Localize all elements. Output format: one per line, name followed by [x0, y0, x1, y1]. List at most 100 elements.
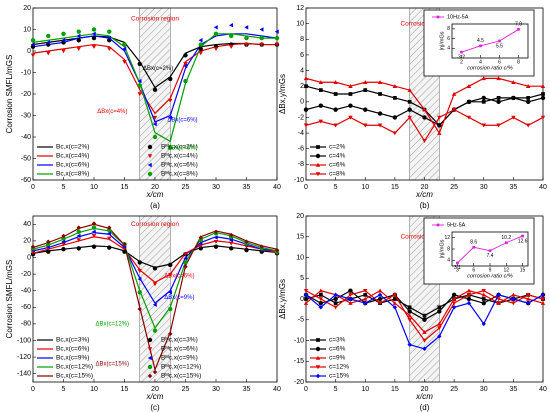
marker — [61, 233, 66, 239]
marker — [377, 292, 383, 298]
x-tick-label: 15 — [121, 184, 129, 191]
legend-label: Bc,x(c=3%) — [56, 337, 89, 344]
inset-frame — [423, 9, 535, 77]
marker — [466, 83, 472, 88]
marker — [122, 42, 127, 47]
marker — [422, 330, 427, 334]
marker — [168, 331, 173, 337]
y-tick-label: -120 — [17, 354, 31, 361]
legend-label: 5Hz-5A — [447, 222, 466, 228]
marker — [229, 241, 234, 246]
marker — [481, 123, 486, 128]
plot-frame — [451, 23, 529, 59]
marker — [318, 300, 324, 306]
marker — [147, 355, 152, 361]
marker — [107, 227, 112, 233]
marker — [168, 273, 173, 278]
marker — [377, 123, 383, 128]
y-axis-label: Corrosion SMFL/mGS — [5, 55, 14, 134]
marker — [466, 293, 472, 298]
x-tick-label: 0 — [31, 386, 35, 393]
marker — [91, 31, 96, 36]
marker — [274, 42, 280, 47]
marker — [303, 292, 309, 298]
marker — [213, 229, 219, 234]
legend-label: c=15% — [329, 373, 349, 380]
marker — [540, 115, 546, 120]
marker — [229, 232, 234, 238]
y-tick-label: -10 — [21, 69, 31, 76]
marker — [244, 25, 249, 30]
marker — [91, 221, 97, 226]
legend-label: c=9% — [329, 355, 346, 362]
marker — [363, 107, 368, 112]
marker — [304, 84, 308, 89]
marker — [451, 305, 457, 310]
value-label: 12.6 — [518, 238, 528, 244]
x-tick-label: 35 — [509, 184, 517, 191]
marker — [147, 347, 153, 352]
marker — [377, 111, 383, 116]
annotation: ΔBx(c=8%) — [167, 145, 197, 151]
marker — [137, 260, 142, 265]
value-label: 7.9 — [515, 22, 522, 28]
marker — [244, 239, 249, 244]
x-tick-label: 30 — [480, 386, 488, 393]
inset-frame — [423, 217, 535, 285]
y-tick-label: 20 — [23, 238, 31, 245]
marker — [303, 300, 309, 305]
marker — [451, 107, 457, 112]
y-tick-label: -60 — [21, 304, 31, 311]
marker — [30, 244, 36, 249]
legend-label: Bc,x(c=8%) — [56, 171, 89, 178]
marker — [496, 96, 501, 100]
y-tick-label: 0 — [300, 99, 304, 106]
marker — [213, 239, 219, 244]
annotation: ΔBx(c=4%) — [97, 109, 127, 115]
marker — [152, 328, 158, 333]
marker — [407, 87, 412, 92]
marker — [91, 225, 97, 230]
x-axis-label: corrosion ratio c/% — [467, 273, 513, 279]
marker — [213, 25, 218, 30]
marker — [46, 239, 51, 244]
marker — [315, 153, 321, 159]
marker — [348, 92, 353, 96]
x-tick-label: 40 — [273, 386, 281, 393]
annotation: ΔBx(c=9%) — [164, 295, 194, 301]
marker — [437, 305, 442, 310]
y-tick-label: 0 — [27, 254, 31, 261]
legend-label: c=3% — [329, 337, 346, 344]
x-tick-label: 35 — [243, 386, 251, 393]
marker — [481, 95, 486, 101]
marker — [183, 62, 188, 67]
marker — [137, 290, 142, 295]
marker — [183, 256, 188, 261]
marker — [407, 342, 412, 347]
marker — [392, 305, 398, 310]
marker — [244, 35, 249, 41]
marker — [392, 115, 398, 120]
marker — [333, 301, 338, 306]
marker — [348, 300, 353, 305]
x-tick-label: 5 — [334, 386, 338, 393]
marker — [152, 266, 158, 271]
marker — [525, 296, 531, 301]
marker — [213, 235, 218, 240]
marker — [540, 297, 546, 302]
marker — [76, 38, 81, 43]
marker — [168, 145, 173, 150]
x-axis-label: x/cm — [415, 190, 433, 199]
marker — [422, 139, 427, 144]
legend-label: c=6% — [329, 162, 346, 169]
marker — [437, 334, 442, 339]
marker — [147, 337, 153, 343]
marker — [481, 288, 486, 293]
x-tick-label: 20 — [151, 184, 159, 191]
marker — [466, 99, 472, 105]
marker — [147, 162, 152, 168]
x-tick-label: 3 — [456, 267, 459, 273]
x-axis-label: x/cm — [146, 190, 164, 199]
marker — [422, 313, 427, 318]
marker — [481, 292, 486, 297]
